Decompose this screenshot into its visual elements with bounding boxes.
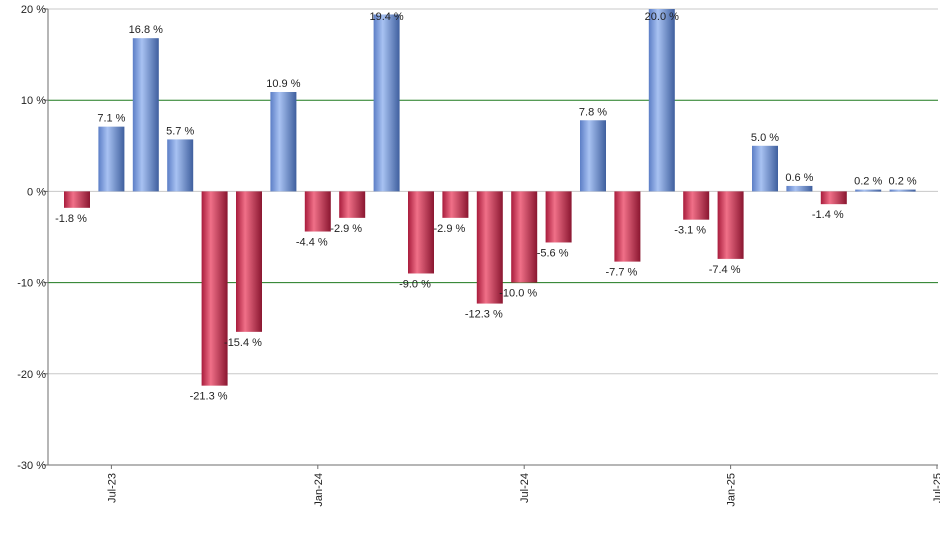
bar bbox=[167, 139, 194, 192]
bar bbox=[236, 191, 262, 332]
bar bbox=[820, 191, 847, 205]
bar-value-label: -1.4 % bbox=[812, 209, 844, 221]
bar-value-label: -10.0 % bbox=[499, 288, 537, 300]
bar bbox=[98, 126, 125, 192]
bar bbox=[786, 185, 813, 192]
bar-value-label: -1.8 % bbox=[55, 213, 87, 225]
bar bbox=[889, 189, 916, 192]
bar bbox=[373, 14, 400, 192]
data-labels: -1.8 % 7.1 % 16.8 % 5.7 % -21.3 % -15.4 % 10.9… bbox=[55, 11, 917, 403]
bar-value-label: 7.1 % bbox=[97, 113, 125, 125]
y-tick-label: 0 % bbox=[27, 186, 46, 198]
x-tick-label: Jul-24 bbox=[519, 473, 531, 503]
bar bbox=[270, 91, 297, 192]
bar bbox=[511, 191, 538, 283]
bar bbox=[752, 145, 778, 192]
bar-value-label: 5.7 % bbox=[166, 125, 194, 137]
x-tick-label: Jul-25 bbox=[932, 473, 940, 503]
bar-value-label: -2.9 % bbox=[434, 223, 466, 235]
bar bbox=[580, 120, 606, 192]
bar bbox=[201, 191, 228, 386]
bar bbox=[442, 191, 469, 218]
bar bbox=[717, 191, 744, 259]
bar bbox=[64, 191, 90, 208]
bar-value-label: 10.9 % bbox=[266, 78, 300, 90]
bar-value-label: -12.3 % bbox=[465, 309, 503, 321]
bar-value-label: 7.8 % bbox=[579, 106, 607, 118]
y-tick-label: -10 % bbox=[17, 278, 46, 290]
bar bbox=[648, 9, 675, 192]
bar-value-label: 16.8 % bbox=[129, 24, 163, 36]
x-tick-label: Jul-23 bbox=[106, 473, 118, 503]
bar-value-label: 19.4 % bbox=[369, 11, 403, 23]
bar-value-label: -7.4 % bbox=[709, 264, 741, 276]
y-tick-label: 20 % bbox=[21, 4, 46, 16]
y-tick-label: -30 % bbox=[17, 460, 46, 472]
bar-value-label: -9.0 % bbox=[399, 278, 431, 290]
y-tick-label: 10 % bbox=[21, 95, 46, 107]
x-tick-label: Jan-25 bbox=[726, 473, 738, 507]
y-tick-label: -20 % bbox=[17, 369, 46, 381]
bar bbox=[545, 191, 572, 243]
bar bbox=[132, 38, 159, 192]
bar-value-label: -7.7 % bbox=[606, 267, 638, 279]
bar bbox=[476, 191, 503, 304]
bar-value-label: -3.1 % bbox=[674, 225, 706, 237]
bar bbox=[339, 191, 366, 218]
bar-value-label: 0.2 % bbox=[854, 176, 882, 188]
bar bbox=[408, 191, 434, 274]
bar bbox=[304, 191, 331, 232]
bar-value-label: 0.6 % bbox=[785, 172, 813, 184]
x-tick-label: Jan-24 bbox=[313, 473, 325, 507]
bar-value-label: 5.0 % bbox=[751, 132, 779, 144]
bar-value-label: -4.4 % bbox=[296, 237, 328, 249]
bar-value-label: 0.2 % bbox=[889, 176, 917, 188]
bar-value-label: -2.9 % bbox=[330, 223, 362, 235]
bar-value-label: -21.3 % bbox=[190, 391, 228, 403]
bar bbox=[683, 191, 710, 220]
bar bbox=[614, 191, 641, 262]
bar bbox=[855, 189, 882, 192]
bar-value-label: -15.4 % bbox=[224, 337, 262, 349]
bar-value-label: 20.0 % bbox=[645, 11, 679, 23]
bar-value-label: -5.6 % bbox=[537, 247, 569, 259]
axes: 20 % 10 % 0 % -10 % -20 % -30 % Jul-23 Jan-24 Ju… bbox=[17, 4, 940, 507]
bars bbox=[64, 9, 916, 386]
